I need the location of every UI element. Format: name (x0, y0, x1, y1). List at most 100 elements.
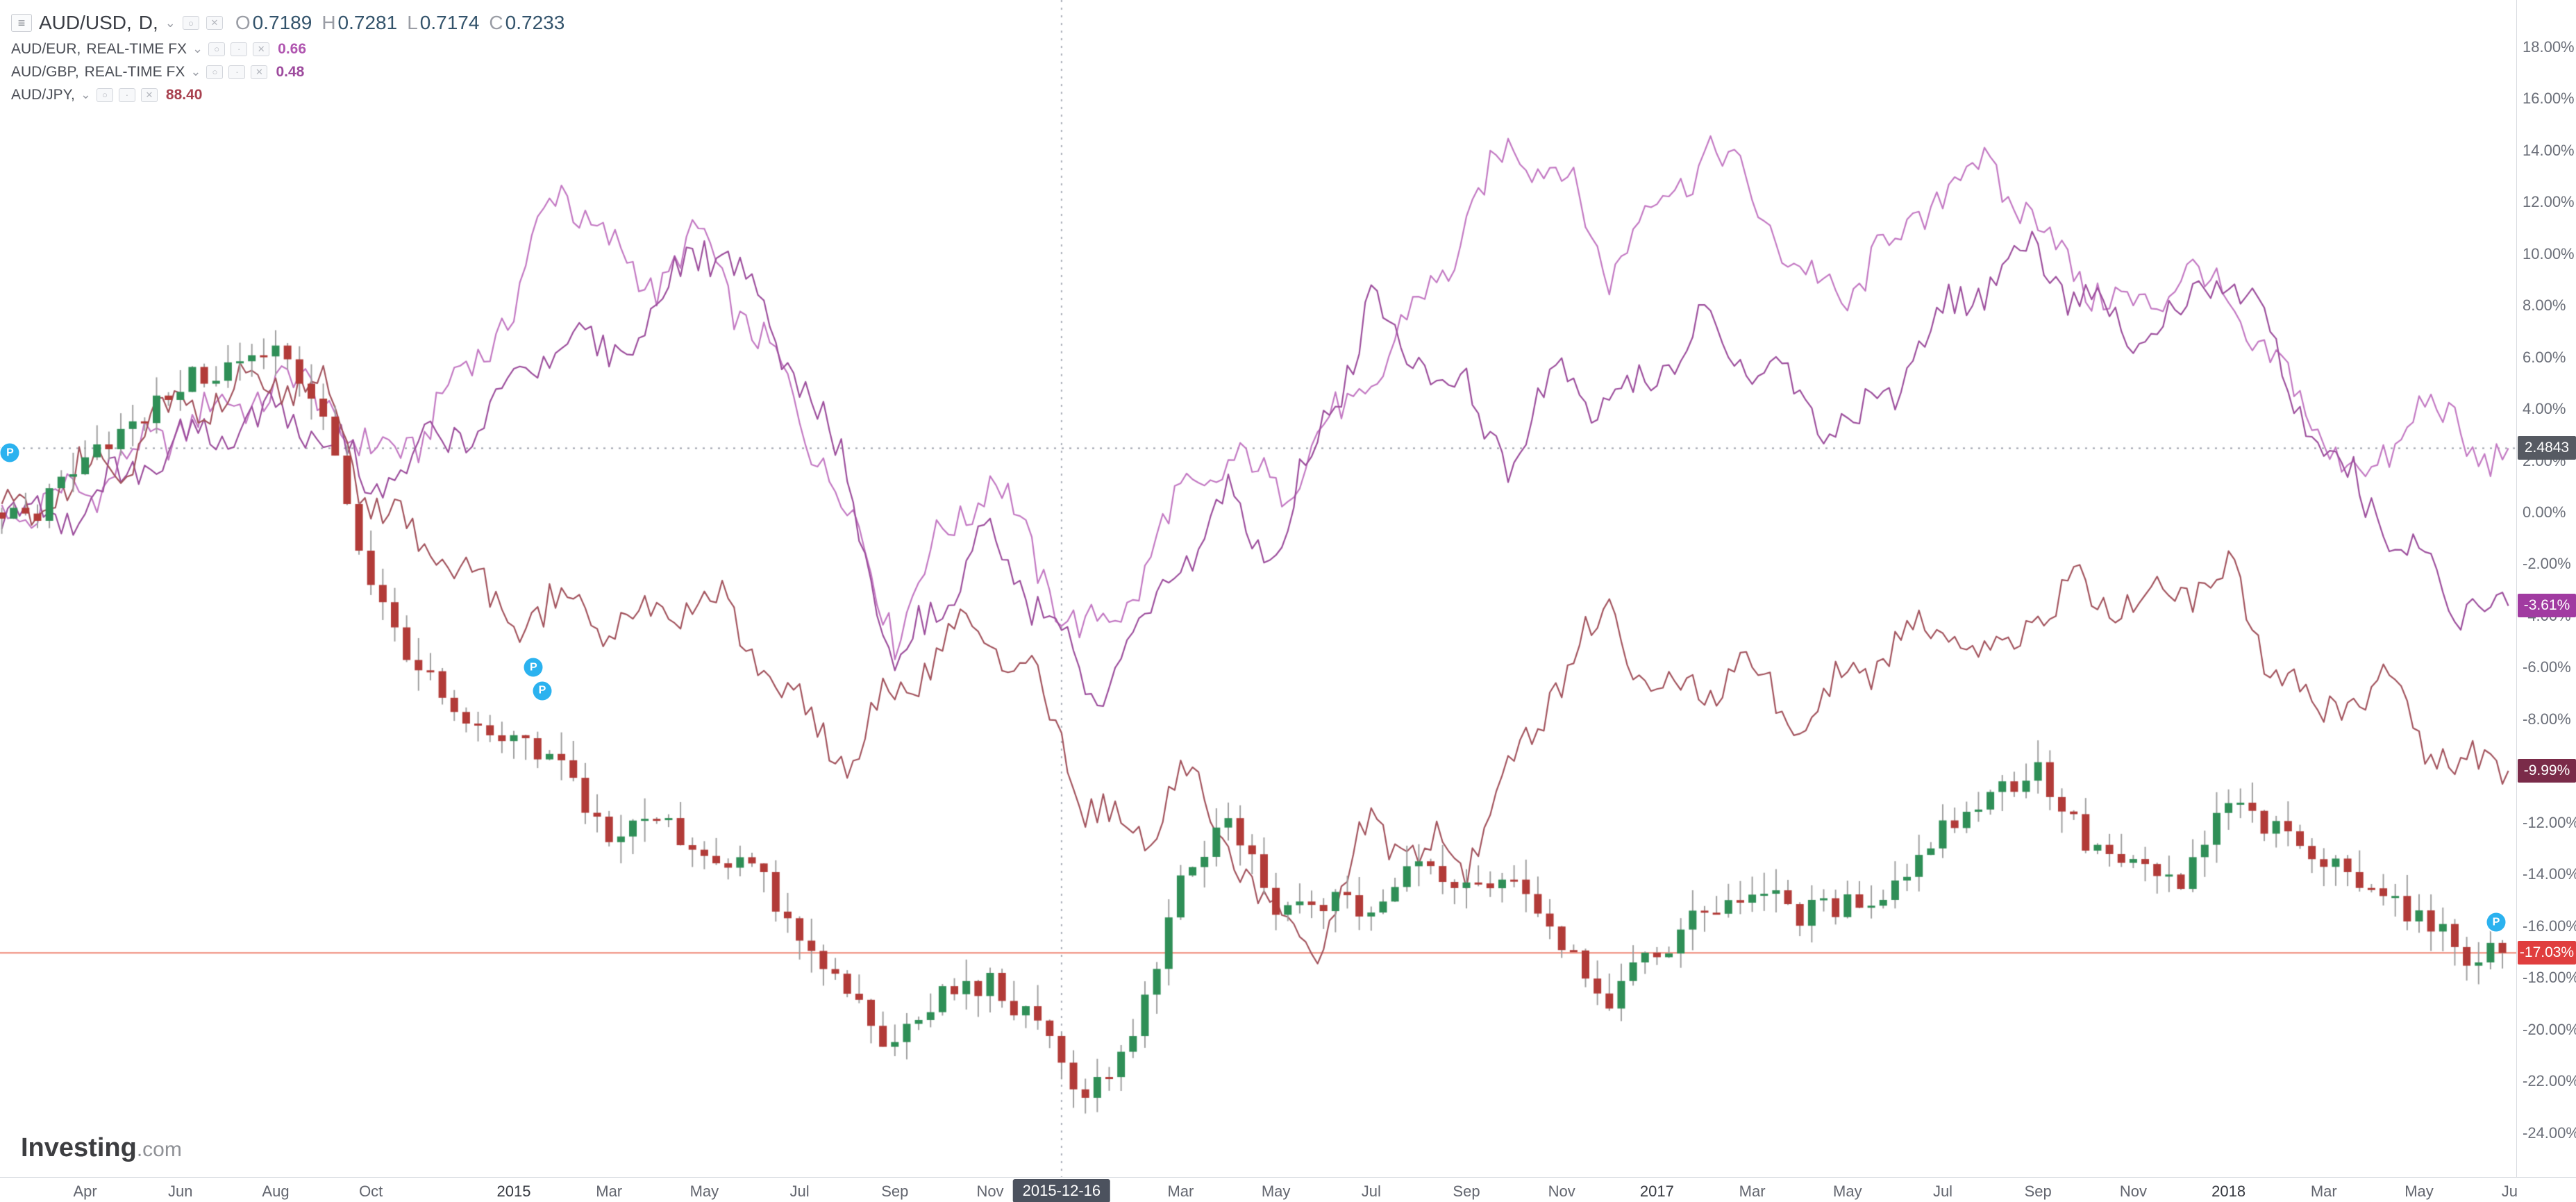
ohlc-values: O 0.7189 H 0.7281 L 0.7174 C 0.7233 (235, 12, 564, 34)
x-axis-label: Mar (2310, 1183, 2337, 1200)
legend-close-icon[interactable]: ✕ (206, 16, 223, 30)
legend-compare-row-audgbp: AUD/GBP, REAL-TIME FX ⌄ ○ · ✕ 0.48 (11, 60, 564, 83)
y-axis-tick-label: 18.00% (2523, 37, 2575, 56)
x-axis-label: Nov (1548, 1183, 1575, 1200)
x-axis-label: Jun (168, 1183, 193, 1200)
price-tag: -3.61% (2518, 594, 2576, 618)
legend-eye-icon[interactable]: ○ (208, 42, 226, 56)
x-axis-label: Jul (1932, 1183, 1953, 1200)
low-value: 0.7174 (419, 12, 480, 33)
y-axis-tick-label: 8.00% (2523, 297, 2566, 315)
x-axis-label: Mar (1739, 1183, 1766, 1200)
y-axis-tick-label: -24.00% (2523, 1124, 2576, 1142)
x-axis-label: Sep (2024, 1183, 2052, 1200)
y-axis-tick-label: -18.00% (2523, 969, 2576, 987)
x-axis-label: Apr (73, 1183, 97, 1200)
price-axis[interactable]: 18.00% 16.00% 14.00% 12.00% 10.00% 8.00% 6.00%… (2516, 0, 2576, 1177)
x-axis-label: Aug (262, 1183, 290, 1200)
caret-down-icon[interactable]: ⌄ (192, 42, 203, 56)
y-axis-tick-label: 6.00% (2523, 348, 2566, 366)
x-axis-label: Sep (1453, 1183, 1480, 1200)
low-label: L (407, 12, 418, 33)
y-axis-tick-label: -16.00% (2523, 917, 2576, 935)
x-axis-label: Oct (359, 1183, 383, 1200)
x-axis-label: Ju (2501, 1183, 2518, 1200)
legend-compare-row-audjpy: AUD/JPY, ⌄ ○ · ✕ 88.40 (11, 83, 564, 106)
compare-symbol-label[interactable]: AUD/EUR, (11, 40, 81, 57)
legend-eye-icon[interactable]: ○ (182, 16, 199, 30)
legend-eye-icon[interactable]: ○ (96, 87, 113, 102)
menu-icon[interactable]: ≡ (11, 14, 32, 32)
close-label: C (489, 12, 503, 33)
high-value: 0.7281 (337, 12, 398, 33)
investing-logo-text: Investing (21, 1133, 137, 1162)
investing-logo-suffix: .com (136, 1138, 182, 1161)
position-marker[interactable]: P (0, 443, 19, 462)
x-axis-label: Mar (596, 1183, 623, 1200)
y-axis-tick-label: -14.00% (2523, 865, 2576, 883)
x-axis-label: Jul (789, 1183, 810, 1200)
y-axis-tick-label: 10.00% (2523, 244, 2575, 262)
legend-main-row: ≡ AUD/USD, D, ⌄ ○ ✕ O 0.7189 H 0.7281 L 0.7… (11, 8, 564, 37)
legend-settings-icon[interactable]: · (231, 42, 248, 56)
investing-logo: Investing.com (21, 1133, 182, 1163)
y-axis-tick-label: -8.00% (2523, 710, 2571, 728)
position-marker[interactable]: P (533, 681, 552, 701)
x-axis-label: 2017 (1639, 1183, 1674, 1200)
open-label: O (235, 12, 251, 33)
x-axis-label: 2015 (496, 1183, 531, 1200)
position-marker[interactable]: P (524, 658, 543, 677)
legend-settings-icon[interactable]: · (118, 87, 135, 102)
main-interval-label[interactable]: D, (138, 12, 158, 33)
y-axis-tick-label: 0.00% (2523, 503, 2566, 521)
time-axis[interactable]: Apr Jun Aug Oct 2015 Mar May Jul Sep Nov Mar May Jul… (0, 1177, 2576, 1202)
compare-symbol-label[interactable]: AUD/GBP, (11, 63, 79, 80)
y-axis-tick-label: -22.00% (2523, 1072, 2576, 1090)
compare-value: 88.40 (165, 86, 203, 103)
legend-settings-icon[interactable]: · (228, 65, 246, 79)
x-axis-label: May (2404, 1183, 2434, 1200)
caret-down-icon[interactable]: ⌄ (190, 65, 201, 78)
y-axis-tick-label: -12.00% (2523, 813, 2576, 831)
price-tag: -9.99% (2518, 759, 2576, 783)
caret-down-icon[interactable]: ⌄ (165, 15, 176, 30)
compare-value: 0.66 (278, 40, 307, 57)
price-tag: -17.03% (2518, 941, 2576, 965)
x-axis-label: May (1261, 1183, 1291, 1200)
x-axis-label: Nov (976, 1183, 1004, 1200)
y-axis-tick-label: 12.00% (2523, 193, 2575, 211)
close-value: 0.7233 (505, 12, 565, 33)
x-axis-label: Mar (1167, 1183, 1194, 1200)
legend-close-icon[interactable]: ✕ (140, 87, 158, 102)
y-axis-tick-label: -20.00% (2523, 1020, 2576, 1038)
crosshair-date-label: 2015-12-16 (1012, 1179, 1111, 1202)
y-axis-tick-label: 14.00% (2523, 141, 2575, 159)
legend-eye-icon[interactable]: ○ (206, 65, 224, 79)
x-axis-label: 2018 (2211, 1183, 2246, 1200)
caret-down-icon[interactable]: ⌄ (80, 87, 91, 101)
y-axis-tick-label: 16.00% (2523, 90, 2575, 108)
x-axis-label: May (1833, 1183, 1862, 1200)
high-label: H (321, 12, 336, 33)
compare-type-label: REAL-TIME FX (86, 40, 187, 57)
compare-value: 0.48 (276, 63, 305, 80)
y-axis-tick-label: -6.00% (2523, 658, 2571, 676)
y-axis-tick-label: -2.00% (2523, 555, 2571, 573)
legend-close-icon[interactable]: ✕ (251, 65, 268, 79)
position-marker[interactable]: P (2486, 912, 2506, 932)
price-tag: 2.4843 (2518, 436, 2576, 460)
x-axis-label: Jul (1361, 1183, 1381, 1200)
main-symbol-label[interactable]: AUD/USD, (39, 12, 132, 33)
legend: ≡ AUD/USD, D, ⌄ ○ ✕ O 0.7189 H 0.7281 L 0.7… (11, 8, 564, 106)
open-value: 0.7189 (252, 12, 312, 33)
x-axis-label: Sep (881, 1183, 909, 1200)
compare-type-label: REAL-TIME FX (84, 63, 185, 80)
chart-plot-canvas[interactable] (0, 0, 2516, 1177)
x-axis-label: May (689, 1183, 719, 1200)
legend-close-icon[interactable]: ✕ (253, 42, 270, 56)
compare-symbol-label[interactable]: AUD/JPY, (11, 86, 75, 103)
x-axis-label: Nov (2119, 1183, 2147, 1200)
y-axis-tick-label: 4.00% (2523, 400, 2566, 418)
legend-compare-row-audeur: AUD/EUR, REAL-TIME FX ⌄ ○ · ✕ 0.66 (11, 37, 564, 60)
